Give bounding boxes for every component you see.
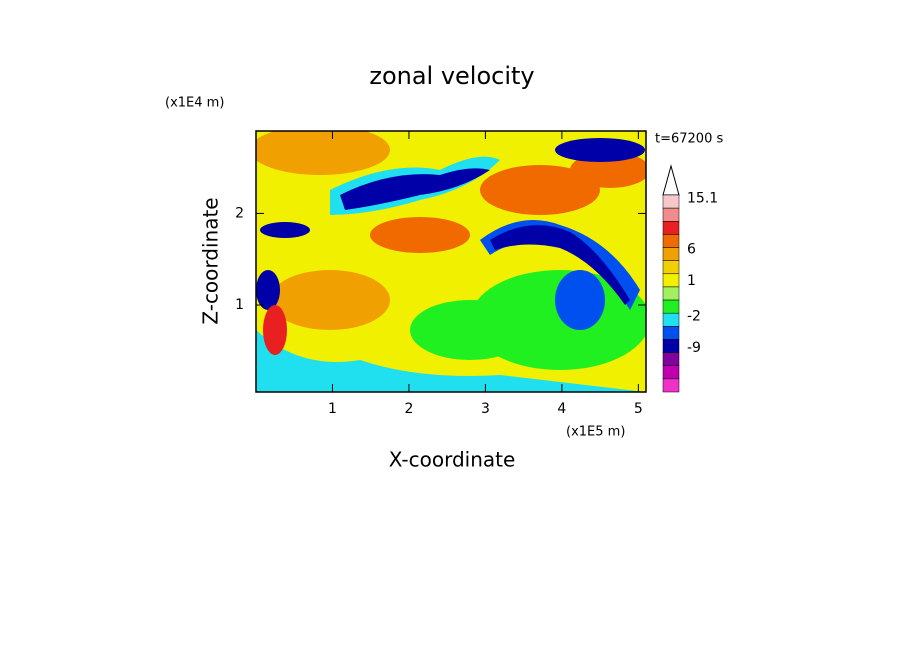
x-tick-label: 3 [481, 401, 490, 417]
chart-title: zonal velocity [369, 62, 534, 90]
colorbar-band [662, 194, 680, 209]
colorbar-label: 1 [687, 273, 696, 289]
colorbar-band [662, 221, 680, 235]
colorbar-label: -9 [687, 340, 701, 356]
x-unit: (x1E5 m) [566, 425, 625, 440]
time-label: t=67200 s [655, 132, 723, 147]
contour-field [256, 131, 646, 392]
y-tick-label: 1 [235, 297, 244, 313]
colorbar-band [662, 326, 680, 340]
y-unit: (x1E4 m) [165, 96, 224, 111]
plot-frame [255, 130, 647, 393]
colorbar-band [662, 312, 680, 327]
colorbar-band [662, 378, 680, 393]
x-tick-label: 5 [634, 401, 643, 417]
colorbar-band [662, 273, 680, 288]
colorbar-band [662, 260, 680, 275]
colorbar-band [662, 234, 680, 248]
colorbar-band [662, 299, 680, 314]
colorbar-band [662, 286, 680, 301]
colorbar-band [662, 352, 680, 366]
colorbar-label: 6 [687, 242, 696, 258]
colorbar-band [662, 207, 680, 222]
x-tick-label: 1 [328, 401, 337, 417]
y-axis-title: Z-coordinate [199, 197, 223, 324]
x-tick-label: 2 [404, 401, 413, 417]
y-tick-label: 2 [235, 205, 244, 221]
colorbar-arrow [662, 164, 680, 196]
colorbar-label: -2 [687, 309, 701, 325]
x-tick-label: 4 [557, 401, 566, 417]
colorbar-band [662, 247, 680, 261]
colorbar-label: 15.1 [687, 190, 718, 206]
colorbar-band [662, 339, 680, 353]
colorbar-band [662, 365, 680, 380]
x-axis-title: X-coordinate [389, 448, 516, 472]
